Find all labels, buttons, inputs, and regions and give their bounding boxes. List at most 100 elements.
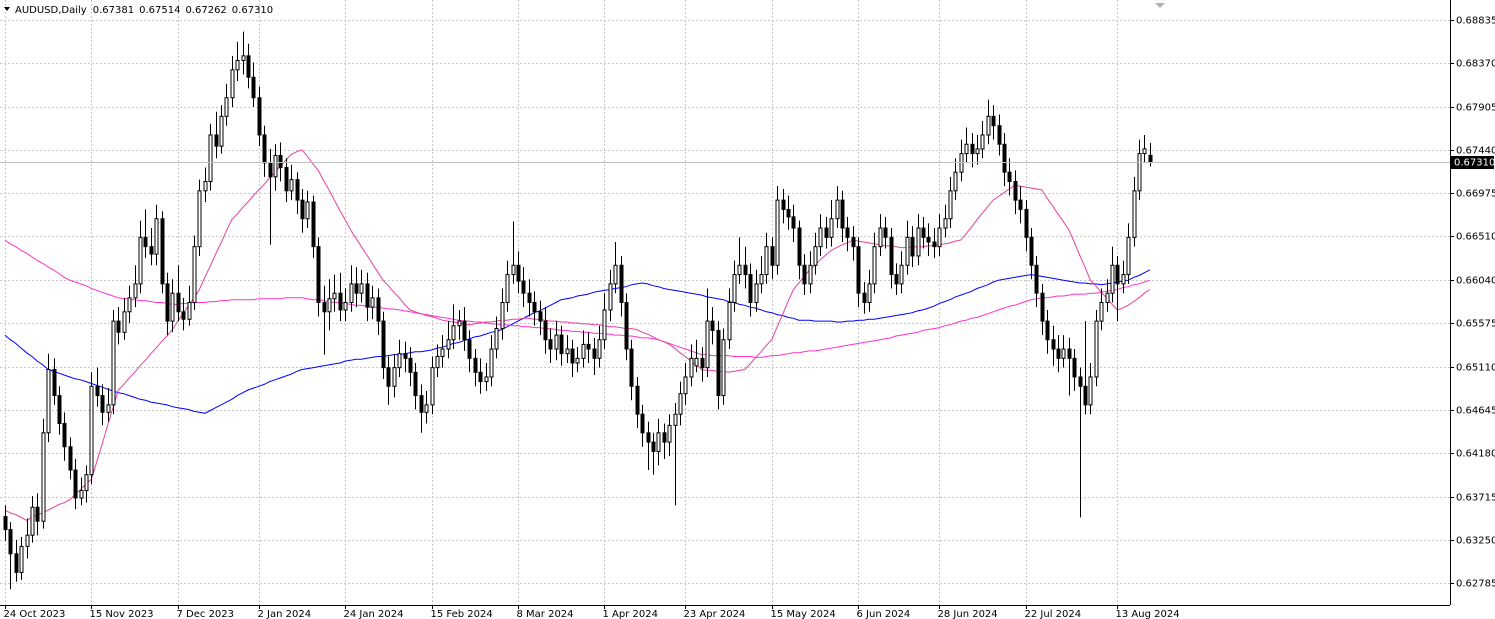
candle-body xyxy=(376,297,381,322)
candle-body xyxy=(986,115,991,136)
candle-body xyxy=(878,227,883,248)
candle-body xyxy=(948,190,953,220)
candle-body xyxy=(187,302,192,320)
candle-body xyxy=(300,199,305,220)
candle-body xyxy=(943,218,948,229)
candle-body xyxy=(532,302,537,313)
candle-body xyxy=(575,357,580,364)
header-value: 0.67514 xyxy=(139,5,180,16)
candle-body xyxy=(1072,357,1077,378)
moving-average xyxy=(4,269,1151,414)
candle-body xyxy=(176,292,181,313)
candles xyxy=(3,31,1153,590)
candle-body xyxy=(143,236,148,248)
candle-body xyxy=(754,283,759,303)
bid-label-box xyxy=(1451,156,1494,169)
candle-body xyxy=(1126,236,1131,276)
candle-body xyxy=(68,446,73,471)
candle-body xyxy=(57,395,62,425)
candle-body xyxy=(646,432,651,443)
candle-body xyxy=(467,339,472,359)
candle-body xyxy=(840,199,845,229)
candle-body xyxy=(100,395,105,413)
candle-body xyxy=(883,227,888,238)
y-tick-label: 0.63715 xyxy=(1456,493,1495,504)
candle-body xyxy=(316,246,321,303)
x-tick-label: 24 Jan 2024 xyxy=(344,609,404,619)
symbol-label: AUDUSD,Daily xyxy=(15,5,87,16)
menu-triangle[interactable] xyxy=(4,7,10,11)
candle-body xyxy=(937,227,942,248)
candle-body xyxy=(284,167,289,192)
candle-body xyxy=(30,506,35,536)
candle-body xyxy=(851,236,856,248)
candle-body xyxy=(365,283,370,308)
candle-body xyxy=(478,371,483,383)
candle-body xyxy=(824,227,829,238)
y-tick-label: 0.65110 xyxy=(1456,363,1495,374)
candle-body xyxy=(662,432,667,443)
candle-body xyxy=(138,236,143,285)
candle-body xyxy=(1061,348,1066,359)
x-tick-label: 7 Dec 2023 xyxy=(177,609,235,619)
candle-body xyxy=(710,320,715,331)
candle-body xyxy=(716,329,721,397)
candle-body xyxy=(673,413,678,426)
candle-body xyxy=(1083,385,1088,406)
candle-body xyxy=(748,274,753,304)
candle-body xyxy=(802,264,807,285)
candle-body xyxy=(705,320,710,369)
candle-body xyxy=(349,283,354,303)
candle-body xyxy=(89,385,94,476)
candle-body xyxy=(1142,148,1147,155)
candle-body xyxy=(494,328,499,350)
candle-body xyxy=(489,348,494,378)
y-tick-label: 0.66975 xyxy=(1456,189,1495,200)
candle-body xyxy=(35,506,40,522)
candle-body xyxy=(484,376,489,383)
shift-marker[interactable] xyxy=(1155,3,1165,8)
candle-body xyxy=(683,376,688,395)
candle-body xyxy=(386,367,391,387)
candle-body xyxy=(84,474,89,492)
candle-body xyxy=(932,241,937,248)
candle-body xyxy=(1088,376,1093,406)
candle-body xyxy=(527,292,532,304)
candle-body xyxy=(52,369,57,397)
candle-body xyxy=(289,179,294,192)
y-tick-label: 0.66510 xyxy=(1456,232,1495,243)
candle-body xyxy=(295,179,300,201)
candle-body xyxy=(511,264,516,276)
candle-body xyxy=(602,309,607,341)
candle-body xyxy=(46,369,51,434)
candle-body xyxy=(727,302,732,341)
candle-body xyxy=(262,134,267,164)
candle-body xyxy=(975,148,980,155)
candle-body xyxy=(408,357,413,373)
candle-body xyxy=(1018,199,1023,210)
header-value: 0.67262 xyxy=(185,5,226,16)
axes: 0.68835 0.68370 0.67905 0.67440 0.66975 0.665… xyxy=(0,16,1495,619)
candle-body xyxy=(970,143,975,155)
candle-body xyxy=(392,367,397,387)
candle-body xyxy=(354,283,359,294)
candle-body xyxy=(203,181,208,192)
candle-body xyxy=(505,274,510,304)
candle-body xyxy=(14,553,19,573)
candle-body xyxy=(592,348,597,359)
candle-body xyxy=(446,339,451,350)
candle-body xyxy=(241,55,246,61)
candle-body xyxy=(1132,190,1137,238)
y-tick-label: 0.68370 xyxy=(1456,59,1495,70)
y-tick-label: 0.68835 xyxy=(1456,16,1495,27)
candle-body xyxy=(219,115,224,147)
candle-body xyxy=(343,302,348,311)
candle-body xyxy=(559,334,564,355)
candle-body xyxy=(440,348,445,357)
candle-body xyxy=(122,311,127,333)
candle-body xyxy=(899,264,904,285)
candle-body xyxy=(473,357,478,373)
